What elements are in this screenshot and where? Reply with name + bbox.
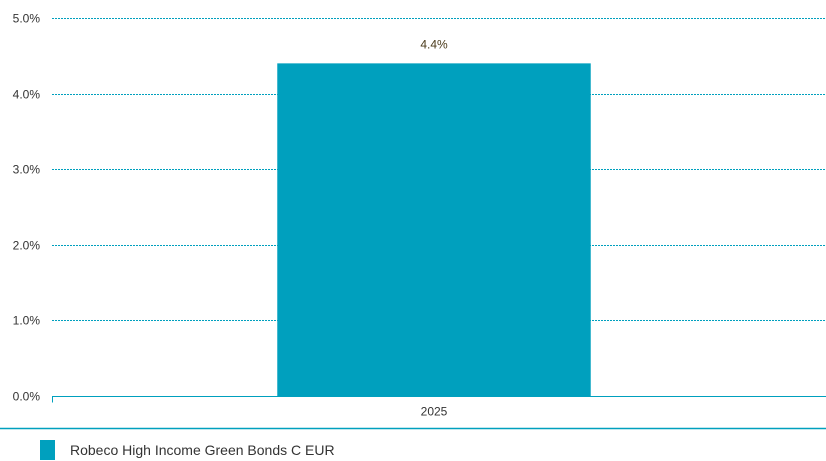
bars <box>277 63 591 397</box>
y-tick-label: 0.0% <box>13 390 41 404</box>
y-tick-label: 4.0% <box>13 88 41 102</box>
x-axis-tick-labels: 2025 <box>421 405 448 419</box>
x-axis <box>52 396 826 403</box>
legend-swatch <box>40 440 55 460</box>
y-tick-label: 1.0% <box>13 314 41 328</box>
bar-chart: 0.0% 1.0% 2.0% 3.0% 4.0% 5.0% 2025 4.4% <box>0 12 826 430</box>
data-label: 4.4% <box>420 37 448 51</box>
legend: Robeco High Income Green Bonds C EUR <box>40 440 335 460</box>
y-tick-label: 3.0% <box>13 163 41 177</box>
x-tick-label: 2025 <box>421 405 448 419</box>
y-tick-label: 2.0% <box>13 239 41 253</box>
y-axis-tick-labels: 0.0% 1.0% 2.0% 3.0% 4.0% 5.0% <box>13 12 41 404</box>
bar <box>277 63 591 397</box>
legend-label: Robeco High Income Green Bonds C EUR <box>70 442 335 458</box>
y-tick-label: 5.0% <box>13 12 41 26</box>
data-labels: 4.4% <box>420 37 448 51</box>
